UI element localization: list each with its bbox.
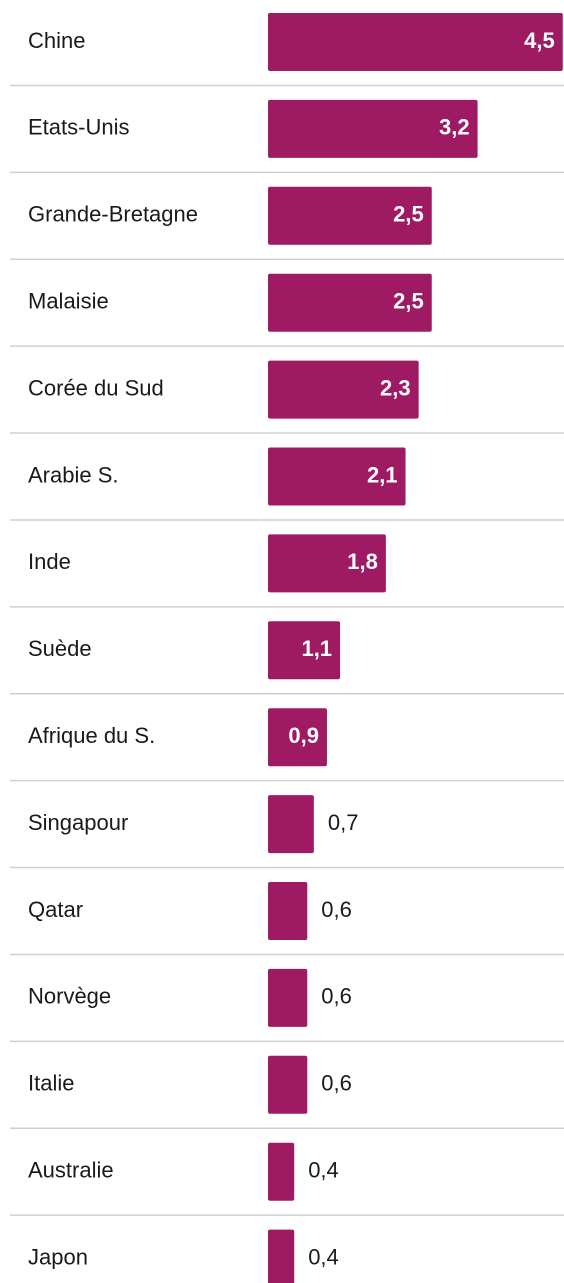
value-label: 2,1 [367, 462, 398, 487]
bar [268, 969, 307, 1027]
category-label: Norvège [28, 984, 111, 1009]
bar [268, 795, 314, 853]
value-label: 4,5 [524, 28, 555, 53]
bar [268, 1056, 307, 1114]
value-label: 0,6 [321, 984, 352, 1009]
value-label: 3,2 [439, 115, 470, 140]
value-label: 1,1 [301, 636, 332, 661]
value-label: 0,6 [321, 897, 352, 922]
chart: Chine 4,5 Etats-Unis 3,2 Grande-Bretagne 2,5 M… [0, 0, 564, 1283]
value-label: 0,6 [321, 1071, 352, 1096]
bar [268, 1143, 294, 1201]
category-label: Japon [28, 1244, 88, 1269]
category-label: Arabie S. [28, 462, 119, 487]
value-label: 2,5 [393, 289, 424, 314]
category-label: Italie [28, 1071, 74, 1096]
value-label: 0,4 [308, 1158, 339, 1183]
category-label: Etats-Unis [28, 115, 129, 140]
value-label: 0,7 [328, 810, 359, 835]
bar [268, 1230, 294, 1283]
category-label: Qatar [28, 897, 83, 922]
category-label: Chine [28, 28, 85, 53]
category-label: Malaisie [28, 289, 109, 314]
category-label: Suède [28, 636, 92, 661]
bar [268, 13, 563, 71]
value-label: 1,8 [347, 549, 378, 574]
category-label: Singapour [28, 810, 128, 835]
category-label: Grande-Bretagne [28, 202, 198, 227]
value-label: 0,9 [288, 723, 319, 748]
bar [268, 882, 307, 940]
category-label: Inde [28, 549, 71, 574]
value-label: 0,4 [308, 1244, 339, 1269]
category-label: Corée du Sud [28, 375, 164, 400]
category-label: Afrique du S. [28, 723, 155, 748]
value-label: 2,5 [393, 202, 424, 227]
value-label: 2,3 [380, 375, 411, 400]
category-label: Australie [28, 1158, 114, 1183]
